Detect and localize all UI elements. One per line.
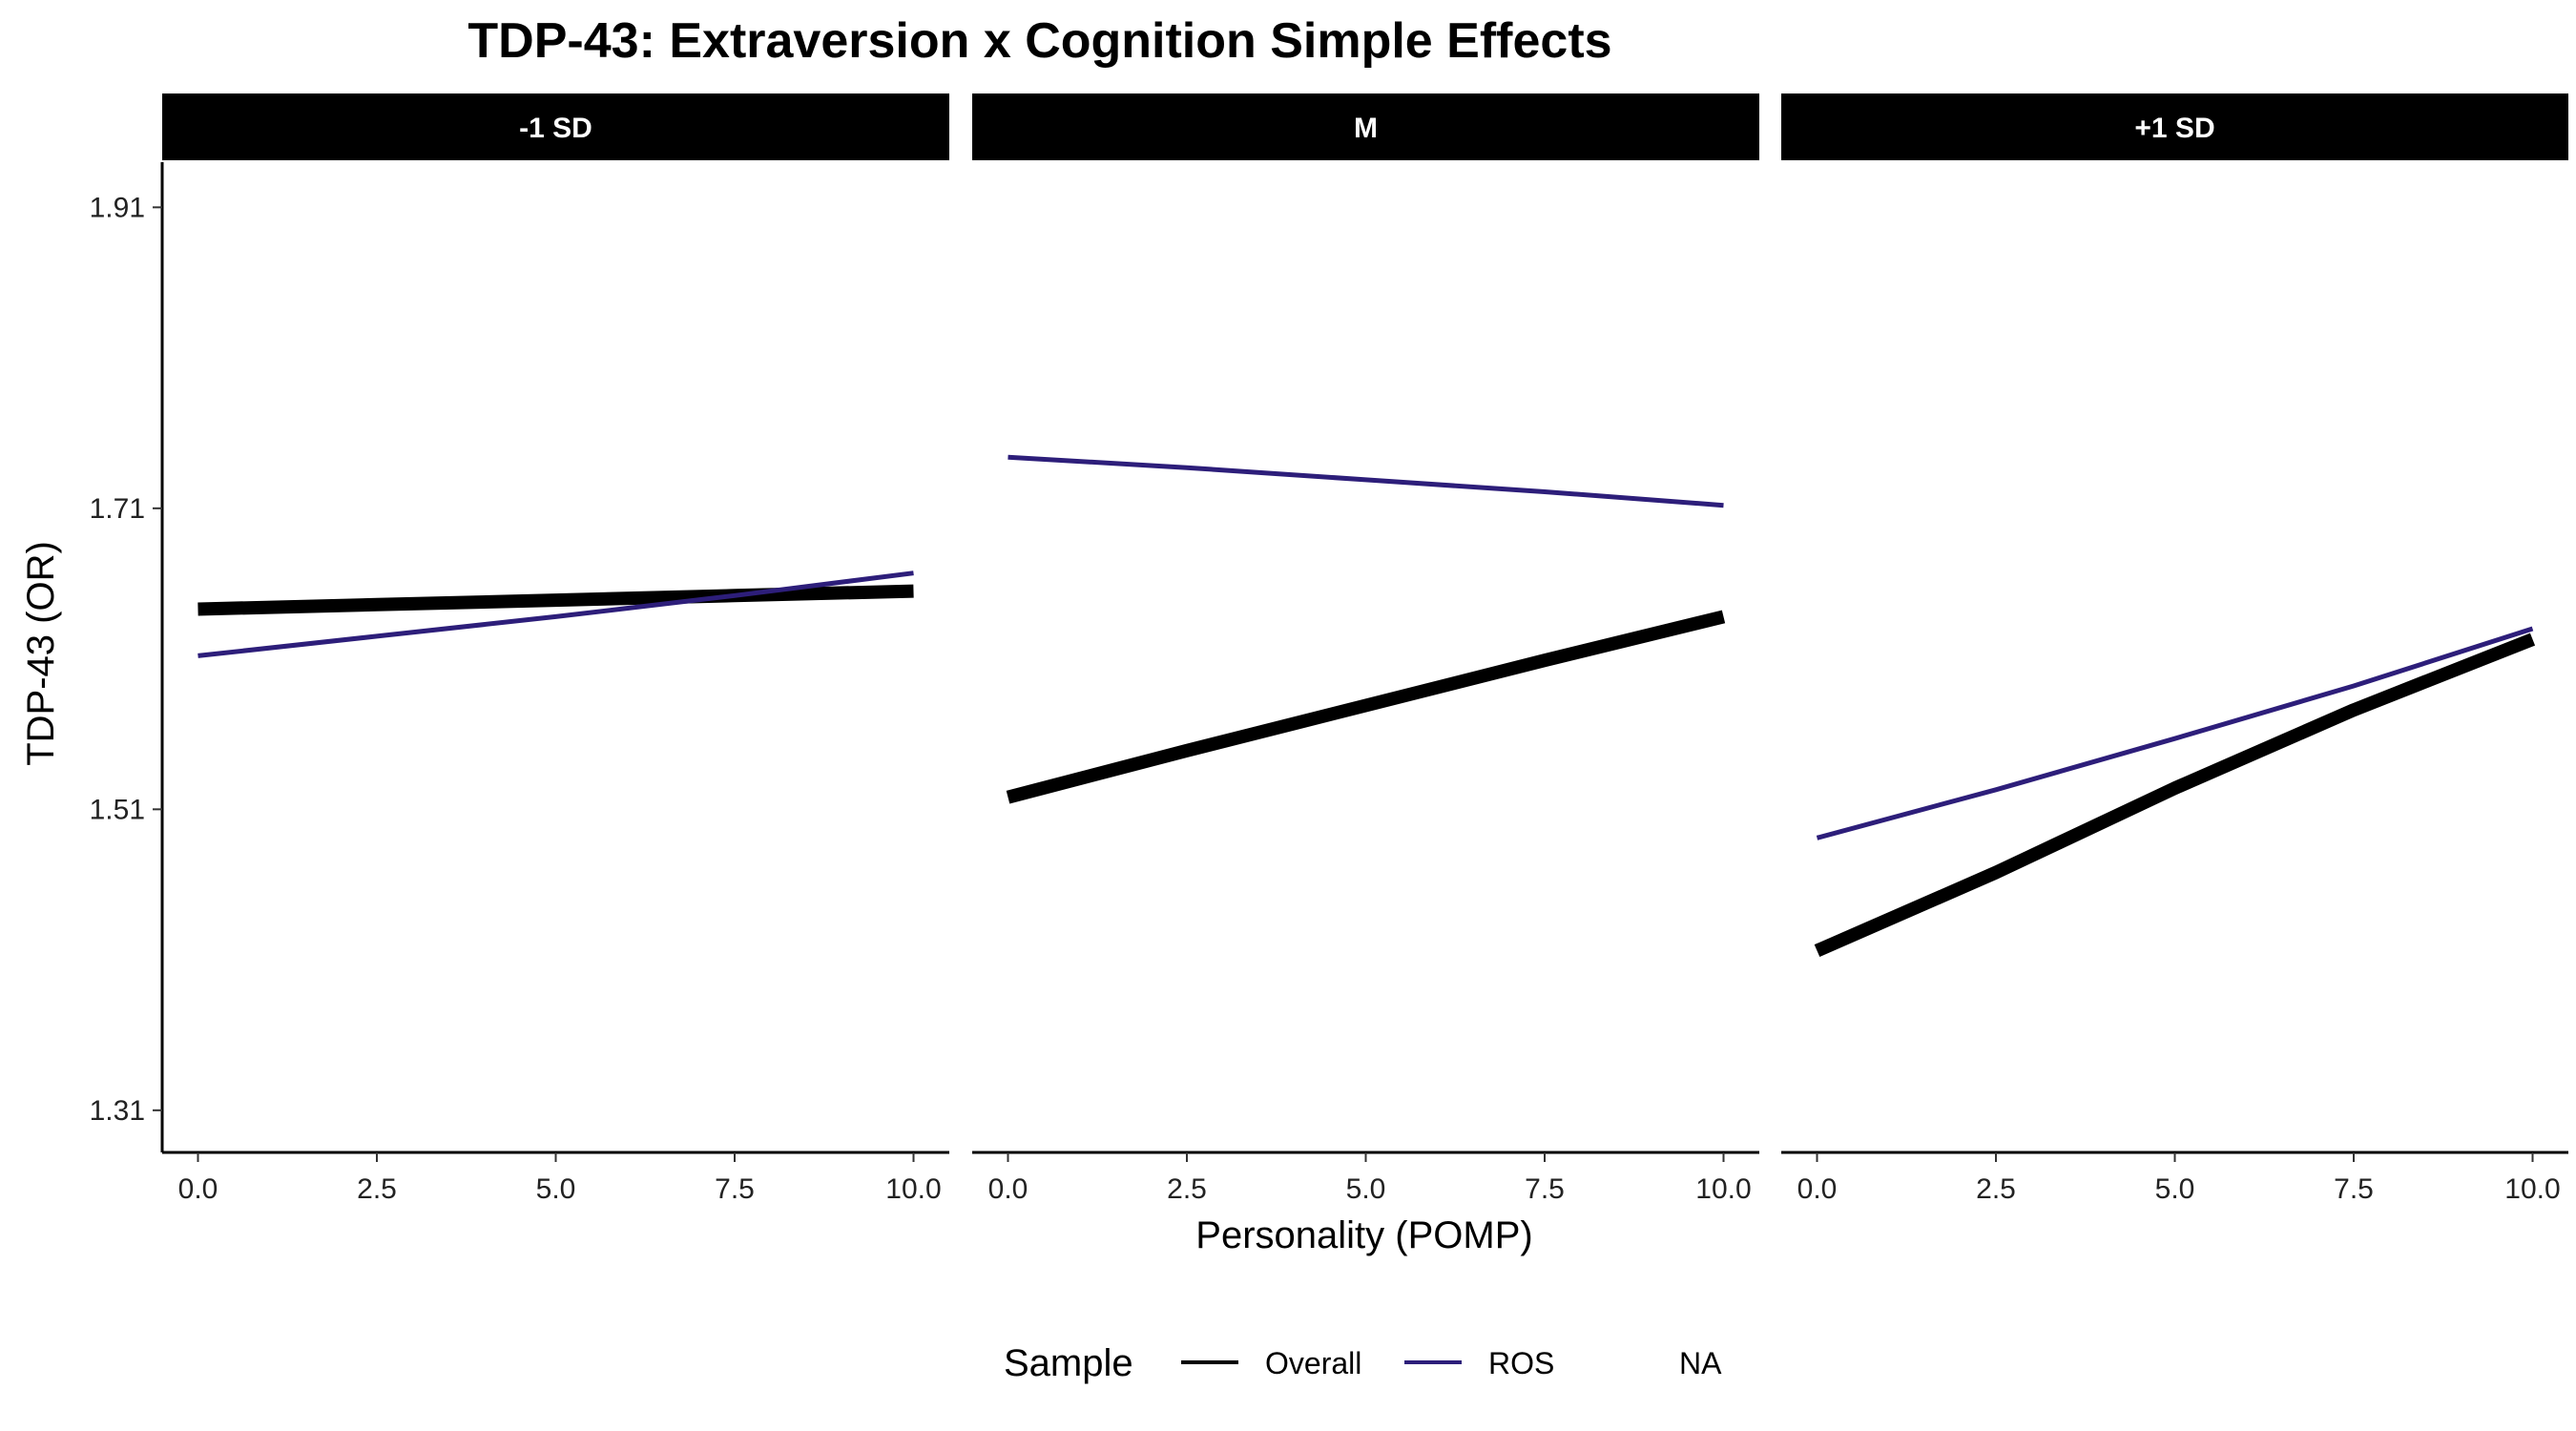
- facet-panels: -1 SD0.0 2.5 5.0 7.5 10.0M0.0 2.5 5.0 7.5 10.0+1…: [162, 93, 2568, 1205]
- chart-title: TDP-43: Extraversion x Cognition Simple …: [467, 13, 1611, 69]
- x-tick-label: 5.0: [536, 1173, 576, 1205]
- facet-panel: M 0.0 2.5 5.0 7.5 10.0: [972, 93, 1759, 1205]
- facet-strip: [162, 93, 949, 160]
- x-axis-title: Personality (POMP): [1195, 1214, 1532, 1256]
- x-tick-label: 7.5: [715, 1173, 755, 1205]
- x-tick-label: 5.0: [2155, 1173, 2195, 1205]
- series-line-ros: [1008, 454, 1724, 508]
- series-line-overall: [1814, 633, 2536, 958]
- x-tick-label: 2.5: [1167, 1173, 1207, 1205]
- series-line-ros: [1816, 626, 2534, 840]
- series-line-ros: [197, 570, 914, 658]
- x-tick-label: 5.0: [1346, 1173, 1386, 1205]
- legend-label-overall: Overall: [1265, 1346, 1361, 1380]
- facet-strip-label: -1 SD: [519, 113, 592, 144]
- x-tick-label: 10.0: [1695, 1173, 1751, 1205]
- facet-strip: [972, 93, 1759, 160]
- facet-strip-label: M: [1354, 113, 1378, 144]
- y-axis: 1.31 1.51 1.71 1.91: [90, 162, 164, 1152]
- facet-strip: [1781, 93, 2568, 160]
- y-tick-label: 1.31: [90, 1095, 145, 1127]
- legend-title: Sample: [1004, 1342, 1133, 1384]
- x-tick-label: 7.5: [1525, 1173, 1565, 1205]
- y-axis-title: TDP-43 (OR): [20, 541, 62, 766]
- x-tick-label: 0.0: [1797, 1173, 1838, 1205]
- legend-label-na: NA: [1679, 1346, 1722, 1380]
- x-tick-label: 2.5: [1976, 1173, 2016, 1205]
- x-tick-label: 2.5: [357, 1173, 397, 1205]
- x-tick-label: 10.0: [885, 1173, 941, 1205]
- x-tick-label: 10.0: [2504, 1173, 2560, 1205]
- legend: Sample Overall ROS NA: [1004, 1342, 1722, 1384]
- facet-panel: -1 SD 0.0 2.5 5.0 7.5 10.0: [162, 93, 949, 1205]
- series-line-overall: [1006, 610, 1726, 804]
- facet-panel: +1 SD 0.0 2.5 5.0 7.5 10.0: [1781, 93, 2568, 1205]
- y-tick-label: 1.51: [90, 794, 145, 825]
- x-tick-label: 0.0: [178, 1173, 218, 1205]
- series-line-overall: [197, 584, 914, 616]
- x-tick-label: 7.5: [2334, 1173, 2374, 1205]
- y-tick-label: 1.71: [90, 493, 145, 525]
- legend-label-ros: ROS: [1488, 1346, 1554, 1380]
- x-tick-label: 0.0: [988, 1173, 1028, 1205]
- facet-strip-label: +1 SD: [2134, 113, 2214, 144]
- y-tick-label: 1.91: [90, 192, 145, 223]
